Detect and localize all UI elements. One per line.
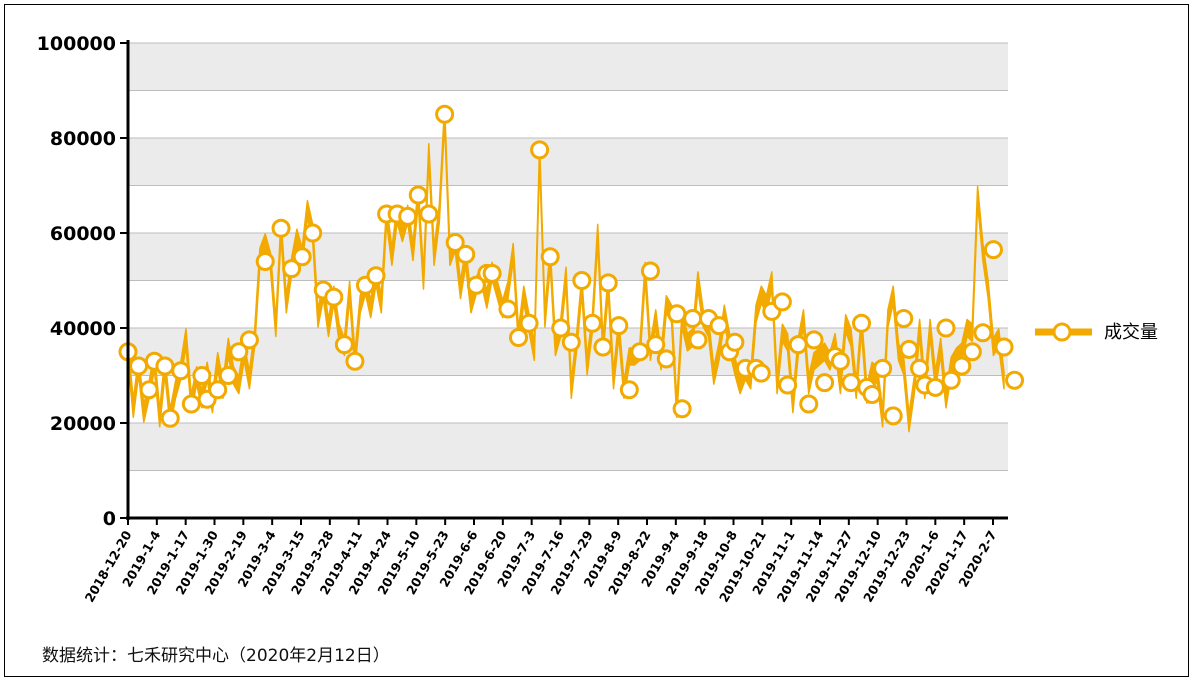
data-point-marker [466,275,486,295]
data-point-marker [751,363,771,383]
data-point-marker [561,332,581,352]
data-point-marker [139,380,159,400]
y-tick-label: 80000 [50,128,116,150]
background-band [128,138,1008,186]
data-point-marker [619,380,639,400]
data-point-marker [181,394,201,414]
data-point-marker [973,323,993,343]
data-point-marker [324,287,344,307]
data-point-marker [640,261,660,281]
data-point-marker [994,337,1014,357]
y-tick-label: 100000 [37,33,116,55]
data-point-marker [830,351,850,371]
data-point-marker [345,351,365,371]
data-point-marker [852,313,872,333]
data-point-marker [456,244,476,264]
data-point-marker [952,356,972,376]
series-area-group [127,104,1005,433]
data-point-marker [229,342,249,362]
data-point-marker [688,330,708,350]
data-point-marker [962,342,982,362]
data-point-marker [218,366,238,385]
y-axis-ticks: 0 20000 40000 60000 80000 100000 [37,33,128,530]
data-point-marker [925,377,945,397]
legend: 成交量 [1035,322,1158,343]
legend-label: 成交量 [1104,322,1158,343]
data-point-marker [799,394,819,414]
data-point-marker [841,373,861,393]
data-point-marker [804,330,824,350]
data-point-marker [398,206,418,226]
series-markers [118,104,1025,428]
data-point-marker [408,185,428,205]
background-band [128,423,1008,471]
data-point-marker [873,358,893,378]
series-area [127,104,1005,433]
data-point-marker [709,316,729,336]
background-band [128,233,1008,281]
data-point-marker [788,335,808,355]
data-point-marker [983,240,1003,260]
data-point-marker [530,140,550,160]
data-point-marker [883,406,903,426]
data-point-marker [656,349,676,369]
data-point-marker [239,330,259,350]
data-point-marker [419,204,439,224]
data-point-marker [160,408,180,428]
data-point-marker [899,339,919,359]
plot-background-bands [128,43,1008,471]
x-axis-ticks: 2018-12-202019-1-42019-1-172019-1-302019… [82,518,1000,605]
data-point-marker [609,316,629,336]
data-point-marker [862,385,882,404]
data-point-marker [208,380,228,400]
data-point-marker [435,104,455,124]
y-tick-label: 20000 [50,413,116,435]
data-point-marker [303,223,323,243]
data-point-marker [936,318,956,338]
data-point-marker [815,373,835,393]
y-tick-label: 40000 [50,318,116,340]
data-point-marker [778,375,798,395]
y-tick-label: 60000 [50,223,116,245]
data-point-marker [498,299,518,319]
data-point-marker [445,233,465,252]
data-point-marker [630,342,650,362]
data-point-marker [271,218,291,238]
legend-swatch-marker [1052,322,1072,342]
data-point-marker [1005,370,1025,390]
data-point-marker [155,356,175,376]
data-point-marker [482,263,502,283]
data-point-marker [334,335,354,355]
data-point-marker [725,332,745,352]
data-point-marker [282,259,302,279]
data-point-marker [129,356,149,376]
data-point-marker [598,273,618,293]
data-point-marker [192,366,212,385]
data-point-marker [519,313,539,333]
data-point-marker [910,358,930,378]
data-point-marker [292,247,312,267]
data-point-marker [582,313,602,333]
data-point-marker [672,399,692,419]
data-point-marker [667,304,687,324]
data-point-marker [540,247,560,267]
data-point-marker [366,266,386,286]
background-band [128,43,1008,91]
data-point-marker [683,309,703,328]
source-note: 数据统计：七禾研究中心（2020年2月12日） [42,646,390,666]
data-point-marker [509,328,529,347]
data-point-marker [255,252,275,271]
data-point-marker [772,292,792,312]
data-point-marker [572,271,592,290]
data-point-marker [894,309,914,328]
y-tick-label: 0 [103,508,116,530]
x-tick-label: 2018-12-20 [82,528,135,605]
data-point-marker [171,361,191,381]
data-point-marker [646,335,666,355]
data-point-marker [551,318,571,338]
data-point-marker [593,337,613,357]
data-point-marker [941,370,961,390]
